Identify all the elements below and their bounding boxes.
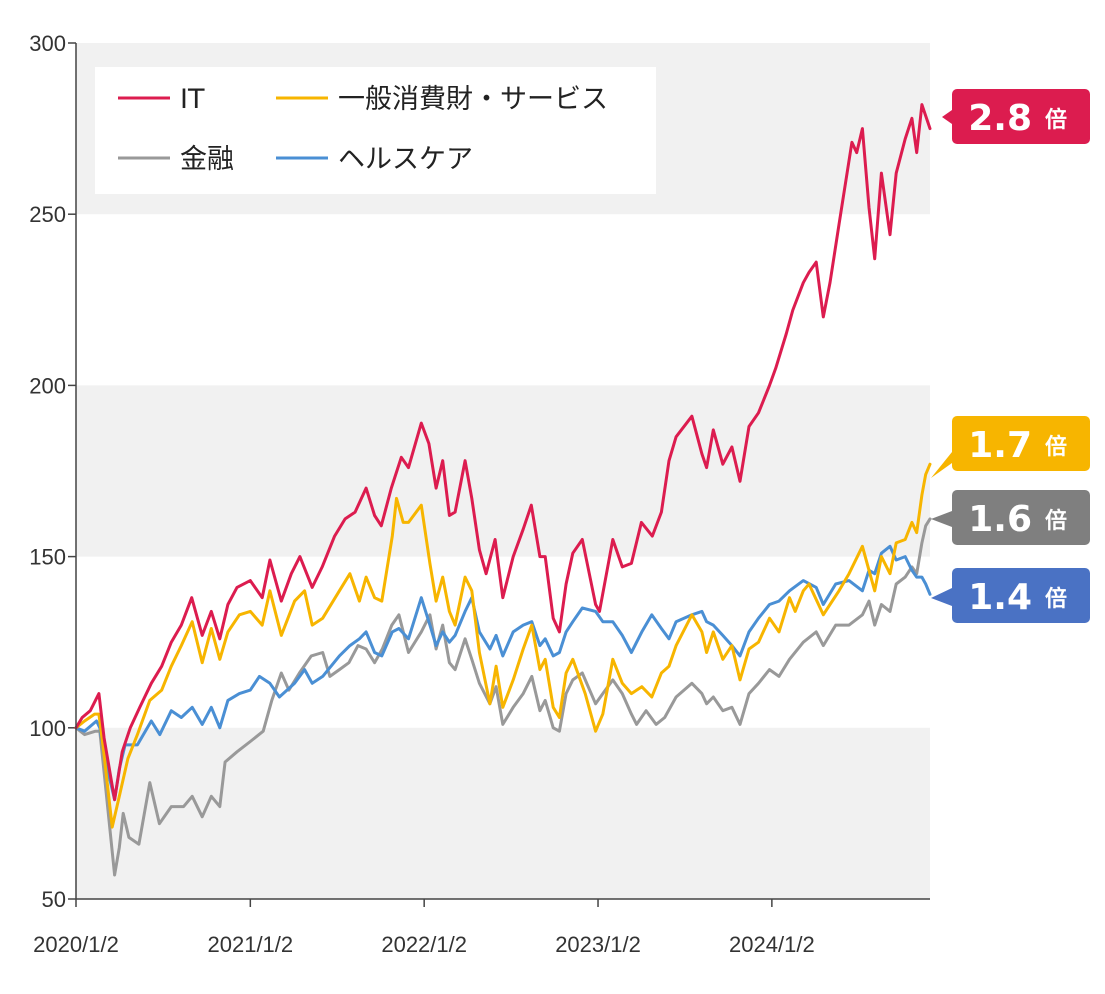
end-tag-box — [952, 490, 1090, 545]
end-tag-value: 1.7 — [968, 425, 1032, 466]
series-line — [74, 517, 932, 877]
end-tag-value: 1.6 — [968, 499, 1032, 540]
end-tag-box — [952, 416, 1090, 471]
series-line — [74, 544, 932, 802]
axes — [75, 43, 930, 900]
end-tag-pointer — [942, 110, 952, 124]
x-axis-ticks: 2020/1/2 2021/1/2 2022/1/2 2023/1/2 2024/1/2 — [33, 899, 815, 957]
y-tick-label: 150 — [29, 545, 66, 570]
end-tag-pointer — [931, 588, 952, 606]
x-tick-label: 2022/1/2 — [381, 932, 467, 957]
y-tick-label: 50 — [42, 887, 66, 912]
x-tick-label: 2020/1/2 — [33, 932, 119, 957]
end-tag-unit: 倍 — [1045, 434, 1067, 460]
end-tag-unit: 倍 — [1045, 508, 1067, 534]
x-tick-label: 2021/1/2 — [208, 932, 294, 957]
end-tag-pointer — [931, 452, 952, 478]
legend-label: ヘルスケア — [338, 144, 473, 175]
end-tag-value: 1.4 — [968, 577, 1032, 618]
legend-label: 金融 — [180, 144, 234, 175]
y-tick-label: 300 — [29, 31, 66, 56]
end-tag-box — [952, 568, 1090, 623]
end-tag-box — [952, 89, 1090, 144]
y-tick-label: 100 — [29, 716, 66, 741]
y-axis-ticks: 50 100 150 200 250 300 — [29, 31, 76, 912]
x-tick-label: 2023/1/2 — [555, 932, 641, 957]
series-line — [74, 462, 932, 829]
end-tag-unit: 倍 — [1045, 107, 1067, 133]
end-tag-value: 2.8 — [968, 98, 1032, 139]
legend-label: 一般消費財・サービス — [338, 84, 608, 115]
end-tag-pointer — [931, 511, 952, 527]
grid-band — [76, 385, 930, 557]
grid-band — [76, 727, 930, 899]
end-tag-unit: 倍 — [1045, 586, 1067, 612]
x-tick-label: 2024/1/2 — [729, 932, 815, 957]
legend-label: IT — [180, 84, 205, 115]
y-tick-label: 200 — [29, 373, 66, 398]
series-lines — [74, 103, 932, 877]
end-value-tags: 2.8 倍 1.7 倍 1.6 倍 1.4 倍 — [931, 89, 1090, 623]
series-line — [74, 103, 932, 802]
y-tick-label: 250 — [29, 202, 66, 227]
legend-box — [95, 67, 656, 194]
